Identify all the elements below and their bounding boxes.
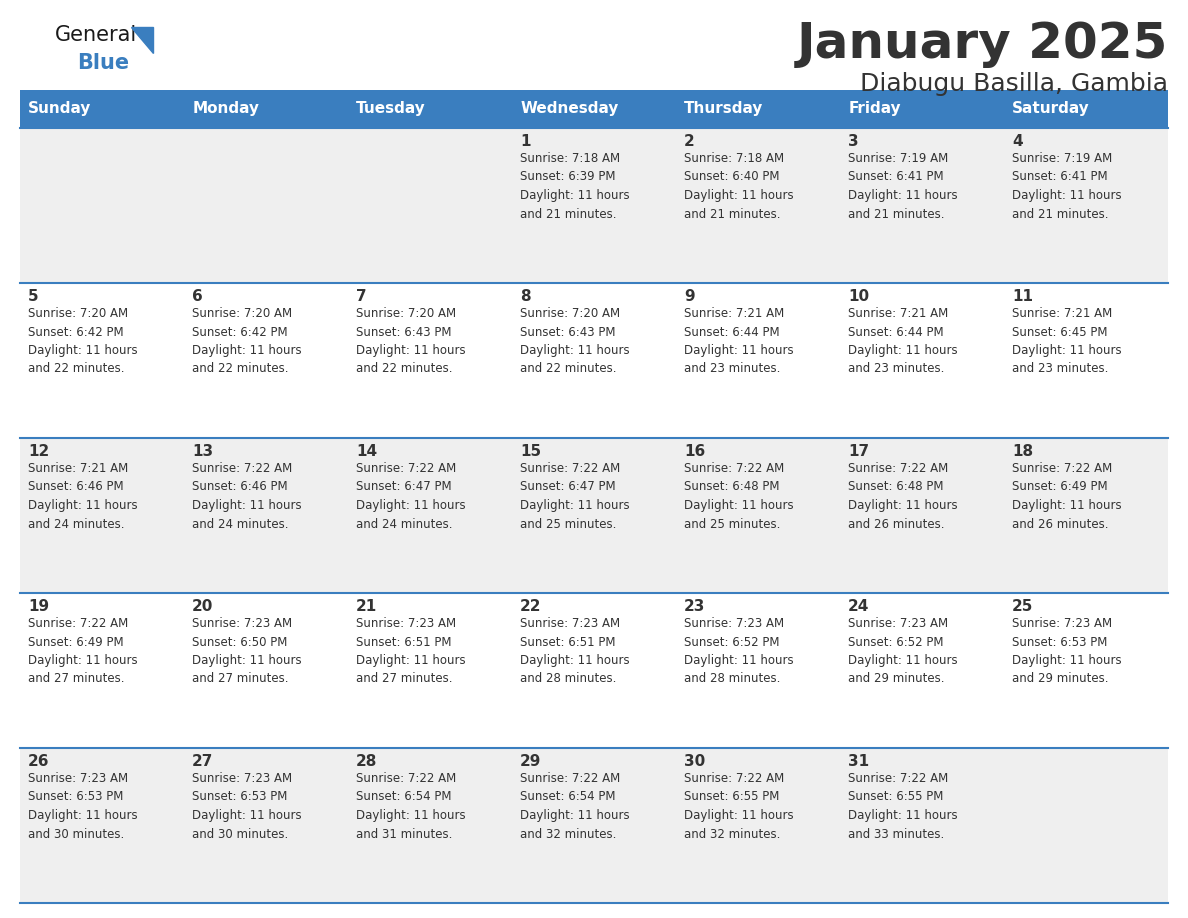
Text: Sunrise: 7:23 AM
Sunset: 6:51 PM
Daylight: 11 hours
and 27 minutes.: Sunrise: 7:23 AM Sunset: 6:51 PM Dayligh… xyxy=(356,617,466,686)
Bar xyxy=(20,748,1168,903)
Text: Sunrise: 7:19 AM
Sunset: 6:41 PM
Daylight: 11 hours
and 21 minutes.: Sunrise: 7:19 AM Sunset: 6:41 PM Dayligh… xyxy=(1012,152,1121,220)
Text: Sunrise: 7:23 AM
Sunset: 6:52 PM
Daylight: 11 hours
and 29 minutes.: Sunrise: 7:23 AM Sunset: 6:52 PM Dayligh… xyxy=(848,617,958,686)
Text: Sunrise: 7:22 AM
Sunset: 6:55 PM
Daylight: 11 hours
and 32 minutes.: Sunrise: 7:22 AM Sunset: 6:55 PM Dayligh… xyxy=(684,772,794,841)
Bar xyxy=(20,128,1168,283)
Text: 12: 12 xyxy=(29,444,50,459)
Text: Tuesday: Tuesday xyxy=(356,102,426,117)
Text: 31: 31 xyxy=(848,754,870,769)
Text: Sunrise: 7:22 AM
Sunset: 6:54 PM
Daylight: 11 hours
and 31 minutes.: Sunrise: 7:22 AM Sunset: 6:54 PM Dayligh… xyxy=(356,772,466,841)
Text: Sunrise: 7:20 AM
Sunset: 6:43 PM
Daylight: 11 hours
and 22 minutes.: Sunrise: 7:20 AM Sunset: 6:43 PM Dayligh… xyxy=(356,307,466,375)
Text: 19: 19 xyxy=(29,599,50,614)
Text: 23: 23 xyxy=(684,599,706,614)
Text: 10: 10 xyxy=(848,289,870,304)
Text: 9: 9 xyxy=(684,289,695,304)
Text: Sunrise: 7:23 AM
Sunset: 6:53 PM
Daylight: 11 hours
and 30 minutes.: Sunrise: 7:23 AM Sunset: 6:53 PM Dayligh… xyxy=(192,772,302,841)
Text: Sunrise: 7:23 AM
Sunset: 6:53 PM
Daylight: 11 hours
and 29 minutes.: Sunrise: 7:23 AM Sunset: 6:53 PM Dayligh… xyxy=(1012,617,1121,686)
Bar xyxy=(20,593,1168,748)
Text: 5: 5 xyxy=(29,289,39,304)
Text: 6: 6 xyxy=(192,289,203,304)
Bar xyxy=(20,438,1168,593)
Text: Sunrise: 7:22 AM
Sunset: 6:48 PM
Daylight: 11 hours
and 26 minutes.: Sunrise: 7:22 AM Sunset: 6:48 PM Dayligh… xyxy=(848,462,958,531)
Text: Sunrise: 7:22 AM
Sunset: 6:55 PM
Daylight: 11 hours
and 33 minutes.: Sunrise: 7:22 AM Sunset: 6:55 PM Dayligh… xyxy=(848,772,958,841)
Text: Sunrise: 7:21 AM
Sunset: 6:44 PM
Daylight: 11 hours
and 23 minutes.: Sunrise: 7:21 AM Sunset: 6:44 PM Dayligh… xyxy=(684,307,794,375)
Text: 2: 2 xyxy=(684,134,695,149)
Text: 20: 20 xyxy=(192,599,214,614)
Text: 16: 16 xyxy=(684,444,706,459)
Text: 27: 27 xyxy=(192,754,214,769)
Text: Wednesday: Wednesday xyxy=(520,102,619,117)
Text: Sunrise: 7:22 AM
Sunset: 6:54 PM
Daylight: 11 hours
and 32 minutes.: Sunrise: 7:22 AM Sunset: 6:54 PM Dayligh… xyxy=(520,772,630,841)
Text: 21: 21 xyxy=(356,599,378,614)
Text: 30: 30 xyxy=(684,754,706,769)
Text: 18: 18 xyxy=(1012,444,1034,459)
Text: Sunrise: 7:23 AM
Sunset: 6:53 PM
Daylight: 11 hours
and 30 minutes.: Sunrise: 7:23 AM Sunset: 6:53 PM Dayligh… xyxy=(29,772,138,841)
Text: 8: 8 xyxy=(520,289,531,304)
Text: Saturday: Saturday xyxy=(1012,102,1089,117)
Text: Friday: Friday xyxy=(848,102,901,117)
Text: Sunrise: 7:22 AM
Sunset: 6:48 PM
Daylight: 11 hours
and 25 minutes.: Sunrise: 7:22 AM Sunset: 6:48 PM Dayligh… xyxy=(684,462,794,531)
Text: 26: 26 xyxy=(29,754,50,769)
Text: Monday: Monday xyxy=(192,102,259,117)
Text: 15: 15 xyxy=(520,444,542,459)
Text: 11: 11 xyxy=(1012,289,1034,304)
Text: 7: 7 xyxy=(356,289,367,304)
Text: January 2025: January 2025 xyxy=(797,20,1168,68)
Text: Sunrise: 7:21 AM
Sunset: 6:45 PM
Daylight: 11 hours
and 23 minutes.: Sunrise: 7:21 AM Sunset: 6:45 PM Dayligh… xyxy=(1012,307,1121,375)
Text: Sunrise: 7:21 AM
Sunset: 6:44 PM
Daylight: 11 hours
and 23 minutes.: Sunrise: 7:21 AM Sunset: 6:44 PM Dayligh… xyxy=(848,307,958,375)
Text: Sunrise: 7:23 AM
Sunset: 6:50 PM
Daylight: 11 hours
and 27 minutes.: Sunrise: 7:23 AM Sunset: 6:50 PM Dayligh… xyxy=(192,617,302,686)
Text: 13: 13 xyxy=(192,444,214,459)
Text: Sunrise: 7:22 AM
Sunset: 6:46 PM
Daylight: 11 hours
and 24 minutes.: Sunrise: 7:22 AM Sunset: 6:46 PM Dayligh… xyxy=(192,462,302,531)
Text: Sunrise: 7:19 AM
Sunset: 6:41 PM
Daylight: 11 hours
and 21 minutes.: Sunrise: 7:19 AM Sunset: 6:41 PM Dayligh… xyxy=(848,152,958,220)
Text: Sunday: Sunday xyxy=(29,102,91,117)
Text: Sunrise: 7:22 AM
Sunset: 6:47 PM
Daylight: 11 hours
and 25 minutes.: Sunrise: 7:22 AM Sunset: 6:47 PM Dayligh… xyxy=(520,462,630,531)
Text: Sunrise: 7:22 AM
Sunset: 6:47 PM
Daylight: 11 hours
and 24 minutes.: Sunrise: 7:22 AM Sunset: 6:47 PM Dayligh… xyxy=(356,462,466,531)
Text: 25: 25 xyxy=(1012,599,1034,614)
Text: Sunrise: 7:23 AM
Sunset: 6:52 PM
Daylight: 11 hours
and 28 minutes.: Sunrise: 7:23 AM Sunset: 6:52 PM Dayligh… xyxy=(684,617,794,686)
Text: Blue: Blue xyxy=(77,53,129,73)
Text: 22: 22 xyxy=(520,599,542,614)
Text: Diabugu Basilla, Gambia: Diabugu Basilla, Gambia xyxy=(860,72,1168,96)
Text: Sunrise: 7:21 AM
Sunset: 6:46 PM
Daylight: 11 hours
and 24 minutes.: Sunrise: 7:21 AM Sunset: 6:46 PM Dayligh… xyxy=(29,462,138,531)
Text: Sunrise: 7:20 AM
Sunset: 6:43 PM
Daylight: 11 hours
and 22 minutes.: Sunrise: 7:20 AM Sunset: 6:43 PM Dayligh… xyxy=(520,307,630,375)
Text: Sunrise: 7:18 AM
Sunset: 6:39 PM
Daylight: 11 hours
and 21 minutes.: Sunrise: 7:18 AM Sunset: 6:39 PM Dayligh… xyxy=(520,152,630,220)
Text: Sunrise: 7:20 AM
Sunset: 6:42 PM
Daylight: 11 hours
and 22 minutes.: Sunrise: 7:20 AM Sunset: 6:42 PM Dayligh… xyxy=(192,307,302,375)
Text: Sunrise: 7:22 AM
Sunset: 6:49 PM
Daylight: 11 hours
and 26 minutes.: Sunrise: 7:22 AM Sunset: 6:49 PM Dayligh… xyxy=(1012,462,1121,531)
Text: 24: 24 xyxy=(848,599,870,614)
Text: Thursday: Thursday xyxy=(684,102,764,117)
Text: General: General xyxy=(55,25,138,45)
Text: 3: 3 xyxy=(848,134,859,149)
Text: Sunrise: 7:18 AM
Sunset: 6:40 PM
Daylight: 11 hours
and 21 minutes.: Sunrise: 7:18 AM Sunset: 6:40 PM Dayligh… xyxy=(684,152,794,220)
Text: Sunrise: 7:20 AM
Sunset: 6:42 PM
Daylight: 11 hours
and 22 minutes.: Sunrise: 7:20 AM Sunset: 6:42 PM Dayligh… xyxy=(29,307,138,375)
Text: 28: 28 xyxy=(356,754,378,769)
Text: 29: 29 xyxy=(520,754,542,769)
Text: 4: 4 xyxy=(1012,134,1023,149)
Bar xyxy=(20,283,1168,438)
Text: Sunrise: 7:22 AM
Sunset: 6:49 PM
Daylight: 11 hours
and 27 minutes.: Sunrise: 7:22 AM Sunset: 6:49 PM Dayligh… xyxy=(29,617,138,686)
Text: 14: 14 xyxy=(356,444,378,459)
Text: 1: 1 xyxy=(520,134,531,149)
Text: 17: 17 xyxy=(848,444,870,459)
Text: Sunrise: 7:23 AM
Sunset: 6:51 PM
Daylight: 11 hours
and 28 minutes.: Sunrise: 7:23 AM Sunset: 6:51 PM Dayligh… xyxy=(520,617,630,686)
Polygon shape xyxy=(131,27,153,53)
Bar xyxy=(20,90,1168,128)
